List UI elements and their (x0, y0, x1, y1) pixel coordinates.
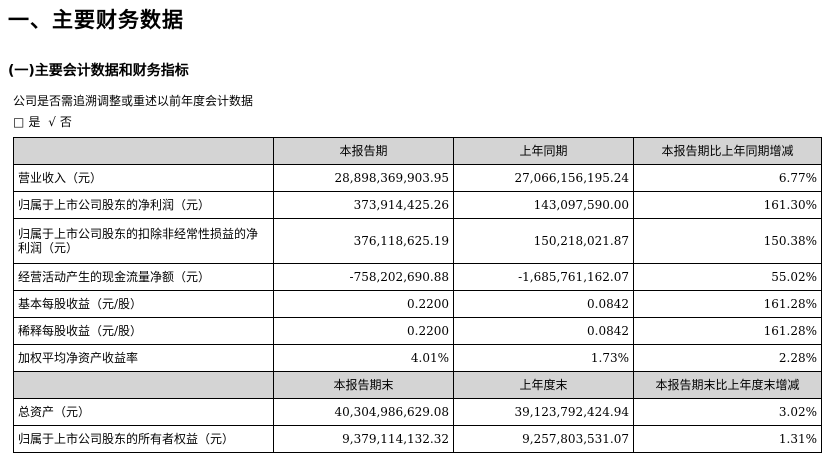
financial-data-table: 本报告期 上年同期 本报告期比上年同期增减 营业收入（元） 28,898,369… (13, 137, 822, 453)
prior-value: 150,218,021.87 (453, 218, 634, 264)
current-value: 40,304,986,629.08 (273, 398, 454, 426)
row-label: 经营活动产生的现金流量净额（元） (13, 263, 274, 291)
table-row: 营业收入（元） 28,898,369,903.95 27,066,156,195… (13, 164, 822, 192)
current-value: 373,914,425.26 (273, 191, 454, 219)
prior-value: 143,097,590.00 (453, 191, 634, 219)
option-yes-label: 是 (28, 115, 41, 129)
table-header-row: 本报告期末 上年度末 本报告期末比上年度末增减 (13, 371, 822, 399)
section-heading: 一、主要财务数据 (8, 8, 184, 32)
checkmark-icon: √ (48, 115, 56, 129)
row-label: 归属于上市公司股东的净利润（元） (13, 191, 274, 219)
current-value: -758,202,690.88 (273, 263, 454, 291)
table-row: 加权平均净资产收益率 4.01% 1.73% 2.28% (13, 344, 822, 372)
table-row: 归属于上市公司股东的扣除非经常性损益的净利润（元） 376,118,625.19… (13, 218, 822, 264)
change-value: 161.28% (633, 317, 822, 345)
prior-value: 0.0842 (453, 290, 634, 318)
header-corner-cell (13, 137, 274, 165)
header-prior-year-end: 上年度末 (453, 371, 634, 399)
table-row: 归属于上市公司股东的所有者权益（元） 9,379,114,132.32 9,25… (13, 425, 822, 453)
current-value: 0.2200 (273, 317, 454, 345)
current-value: 9,379,114,132.32 (273, 425, 454, 453)
change-value: 150.38% (633, 218, 822, 264)
row-label: 基本每股收益（元/股） (13, 290, 274, 318)
row-label: 加权平均净资产收益率 (13, 344, 274, 372)
table-row: 稀释每股收益（元/股） 0.2200 0.0842 161.28% (13, 317, 822, 345)
table-row: 归属于上市公司股东的净利润（元） 373,914,425.26 143,097,… (13, 191, 822, 219)
header-year-end-change: 本报告期末比上年度末增减 (633, 371, 822, 399)
current-value: 376,118,625.19 (273, 218, 454, 264)
prior-value: 9,257,803,531.07 (453, 425, 634, 453)
table-row: 基本每股收益（元/股） 0.2200 0.0842 161.28% (13, 290, 822, 318)
header-prior-period: 上年同期 (453, 137, 634, 165)
restatement-options: □ 是 √ 否 (13, 113, 76, 130)
change-value: 55.02% (633, 263, 822, 291)
prior-value: 1.73% (453, 344, 634, 372)
row-label: 稀释每股收益（元/股） (13, 317, 274, 345)
prior-value: -1,685,761,162.07 (453, 263, 634, 291)
prior-value: 39,123,792,424.94 (453, 398, 634, 426)
row-label: 归属于上市公司股东的扣除非经常性损益的净利润（元） (13, 218, 274, 264)
row-label: 总资产（元） (13, 398, 274, 426)
change-value: 2.28% (633, 344, 822, 372)
header-current-period: 本报告期 (273, 137, 454, 165)
restatement-question: 公司是否需追溯调整或重述以前年度会计数据 (13, 94, 254, 108)
current-value: 4.01% (273, 344, 454, 372)
table-row: 经营活动产生的现金流量净额（元） -758,202,690.88 -1,685,… (13, 263, 822, 291)
prior-value: 27,066,156,195.24 (453, 164, 634, 192)
change-value: 3.02% (633, 398, 822, 426)
row-label: 归属于上市公司股东的所有者权益（元） (13, 425, 274, 453)
header-period-end: 本报告期末 (273, 371, 454, 399)
change-value: 161.30% (633, 191, 822, 219)
prior-value: 0.0842 (453, 317, 634, 345)
checkbox-empty-icon: □ (13, 115, 25, 129)
subsection-heading: (一)主要会计数据和财务指标 (8, 63, 189, 79)
current-value: 28,898,369,903.95 (273, 164, 454, 192)
change-value: 1.31% (633, 425, 822, 453)
current-value: 0.2200 (273, 290, 454, 318)
change-value: 6.77% (633, 164, 822, 192)
table-header-row: 本报告期 上年同期 本报告期比上年同期增减 (13, 137, 822, 165)
change-value: 161.28% (633, 290, 822, 318)
row-label: 营业收入（元） (13, 164, 274, 192)
header-corner-cell (13, 371, 274, 399)
header-period-change: 本报告期比上年同期增减 (633, 137, 822, 165)
option-no-label: 否 (59, 115, 72, 129)
table-row: 总资产（元） 40,304,986,629.08 39,123,792,424.… (13, 398, 822, 426)
